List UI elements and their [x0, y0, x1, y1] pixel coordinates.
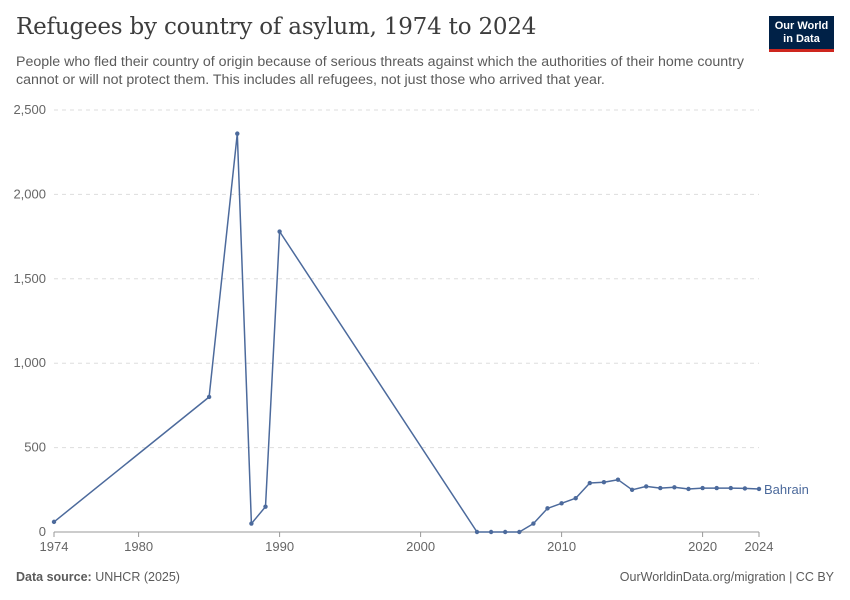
x-tick-label: 2010 — [547, 539, 576, 554]
data-point — [742, 486, 748, 491]
data-point — [686, 486, 691, 492]
chart-title: Refugees by country of asylum, 1974 to 2… — [16, 14, 537, 40]
data-point — [629, 487, 635, 492]
data-point — [700, 485, 705, 491]
data-point — [545, 506, 550, 511]
footer-credit[interactable]: OurWorldinData.org/migration | CC BY — [619, 570, 834, 584]
data-point — [249, 521, 254, 526]
y-tick-label: 1,500 — [13, 271, 46, 286]
data-point — [51, 519, 57, 525]
data-point — [573, 496, 578, 501]
y-tick-label: 0 — [39, 524, 46, 539]
data-point — [756, 486, 762, 492]
x-axis: 1974 1980 1990 2000 2010 2020 2024 — [40, 531, 774, 554]
grid-lines — [54, 109, 759, 449]
data-point — [728, 485, 733, 491]
data-point — [277, 229, 282, 234]
data-point — [488, 529, 494, 535]
owid-logo[interactable]: Our World in Data — [769, 16, 834, 52]
x-tick-label: 2020 — [688, 539, 717, 554]
x-tick-label: 1974 — [40, 539, 69, 554]
data-point — [531, 521, 536, 526]
data-point — [615, 477, 621, 482]
series-group: Bahrain — [51, 131, 809, 535]
data-source: Data source: UNHCR (2025) — [16, 570, 180, 584]
series-label: Bahrain — [764, 482, 809, 497]
y-tick-label: 2,000 — [13, 186, 46, 201]
data-point — [559, 501, 564, 506]
data-point — [714, 485, 719, 491]
logo-line-1: Our World — [774, 20, 829, 32]
chart-subtitle: People who fled their country of origin … — [16, 54, 744, 88]
series-line — [53, 132, 760, 533]
x-tick-label: 2000 — [406, 539, 435, 554]
data-point — [644, 484, 649, 489]
data-point — [206, 394, 212, 400]
data-source-label: Data source: — [16, 570, 92, 584]
data-point — [601, 480, 607, 485]
x-tick-label: 2024 — [745, 539, 774, 554]
data-point — [474, 529, 480, 535]
data-point — [587, 480, 592, 486]
x-tick-label: 1980 — [124, 539, 153, 554]
data-point — [658, 485, 663, 491]
data-point — [263, 504, 268, 509]
data-point — [517, 529, 522, 535]
y-tick-label: 1,000 — [13, 355, 46, 370]
data-point — [672, 485, 677, 490]
data-point — [235, 131, 240, 136]
data-point — [503, 529, 508, 535]
logo-line-2: in Data — [783, 32, 820, 45]
x-tick-label: 1990 — [265, 539, 294, 554]
y-tick-label: 500 — [24, 440, 46, 455]
y-tick-label: 2,500 — [13, 102, 46, 117]
data-source-value[interactable]: UNHCR (2025) — [95, 570, 180, 584]
y-axis-ticks: 0 500 1,000 1,500 2,000 2,500 — [13, 102, 46, 539]
